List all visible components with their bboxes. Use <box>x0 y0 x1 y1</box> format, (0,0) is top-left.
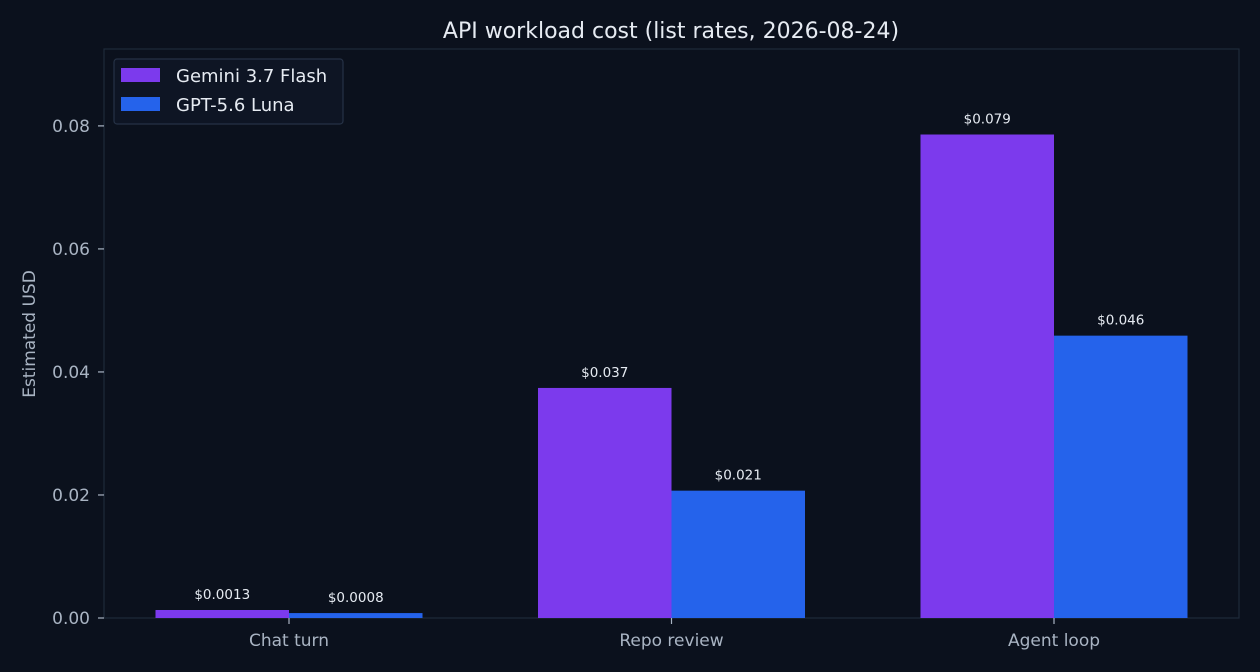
bar-value-label: $0.046 <box>1097 313 1144 329</box>
bars <box>155 134 1188 618</box>
bar <box>538 387 672 618</box>
legend-swatch-gpt <box>121 97 160 111</box>
legend-entry-gemini: Gemini 3.7 Flash <box>176 66 327 87</box>
bar <box>920 134 1054 618</box>
y-tick-label: 0.00 <box>52 609 90 629</box>
bar-value-label: $0.0008 <box>328 590 384 606</box>
bar <box>155 610 289 618</box>
y-tick-label: 0.06 <box>52 240 90 260</box>
legend-entry-gpt: GPT-5.6 Luna <box>176 95 295 116</box>
legend-swatch-gemini <box>121 68 160 82</box>
bar <box>671 490 805 618</box>
x-axis: Chat turn Repo review Agent loop <box>249 618 1100 651</box>
y-axis: 0.00 0.02 0.04 0.06 0.08 <box>52 117 104 629</box>
legend: Gemini 3.7 Flash GPT-5.6 Luna <box>113 58 344 125</box>
bar-value-label: $0.079 <box>964 112 1011 128</box>
bar-value-label: $0.0013 <box>194 587 250 603</box>
bar <box>289 613 423 618</box>
y-tick-label: 0.02 <box>52 486 90 506</box>
x-tick-label: Chat turn <box>249 631 329 651</box>
chart-title: API workload cost (list rates, 2026-08-2… <box>443 19 899 44</box>
bar-value-label: $0.037 <box>581 365 628 381</box>
legend-frame <box>113 58 344 125</box>
bar-labels: $0.0013 $0.0008 $0.037 $0.021 $0.079 $0.046 <box>194 112 1144 607</box>
bar-value-label: $0.021 <box>715 468 762 484</box>
x-tick-label: Repo review <box>619 631 723 651</box>
y-tick-label: 0.04 <box>52 363 90 383</box>
y-axis-label: Estimated USD <box>20 270 40 398</box>
y-tick-label: 0.08 <box>52 117 90 137</box>
x-tick-label: Agent loop <box>1008 631 1100 651</box>
bar <box>1054 335 1188 618</box>
